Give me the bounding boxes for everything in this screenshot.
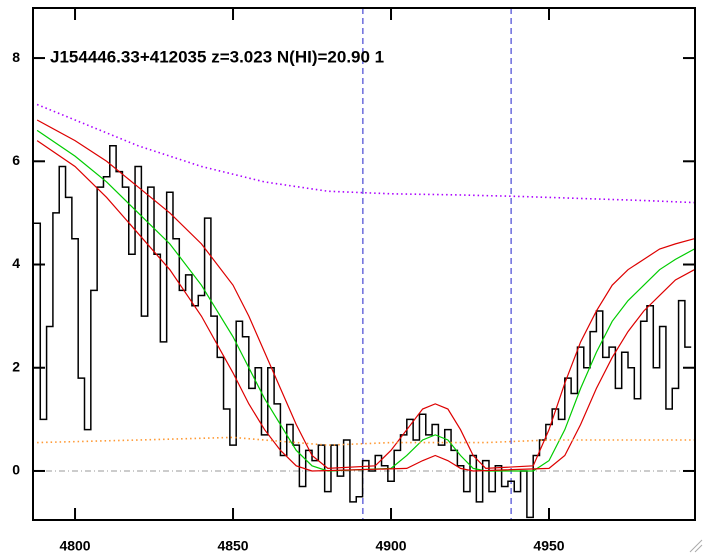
y-tick-label: 8 [12, 49, 20, 65]
spectrum-line [36, 103, 695, 204]
spectrum-line [36, 129, 695, 472]
x-tick-label: 4950 [533, 538, 564, 554]
x-tick-label: 4850 [217, 538, 248, 554]
plot-area [33, 8, 695, 520]
spectrum-line [36, 119, 695, 470]
y-tick-label: 4 [12, 255, 20, 271]
resize-handle [689, 539, 703, 553]
spectrum-line [37, 436, 695, 446]
spectrum-line [36, 140, 695, 472]
x-tick-label: 4900 [375, 538, 406, 554]
spectrum-line [33, 145, 692, 519]
y-tick-label: 2 [12, 358, 20, 374]
chart-title: J154446.33+412035 z=3.023 N(HI)=20.90 1 [50, 47, 384, 66]
y-tick-label: 0 [12, 462, 20, 478]
series-layer [33, 8, 695, 520]
y-tick-label: 6 [12, 152, 20, 168]
x-tick-label: 4800 [59, 538, 90, 554]
